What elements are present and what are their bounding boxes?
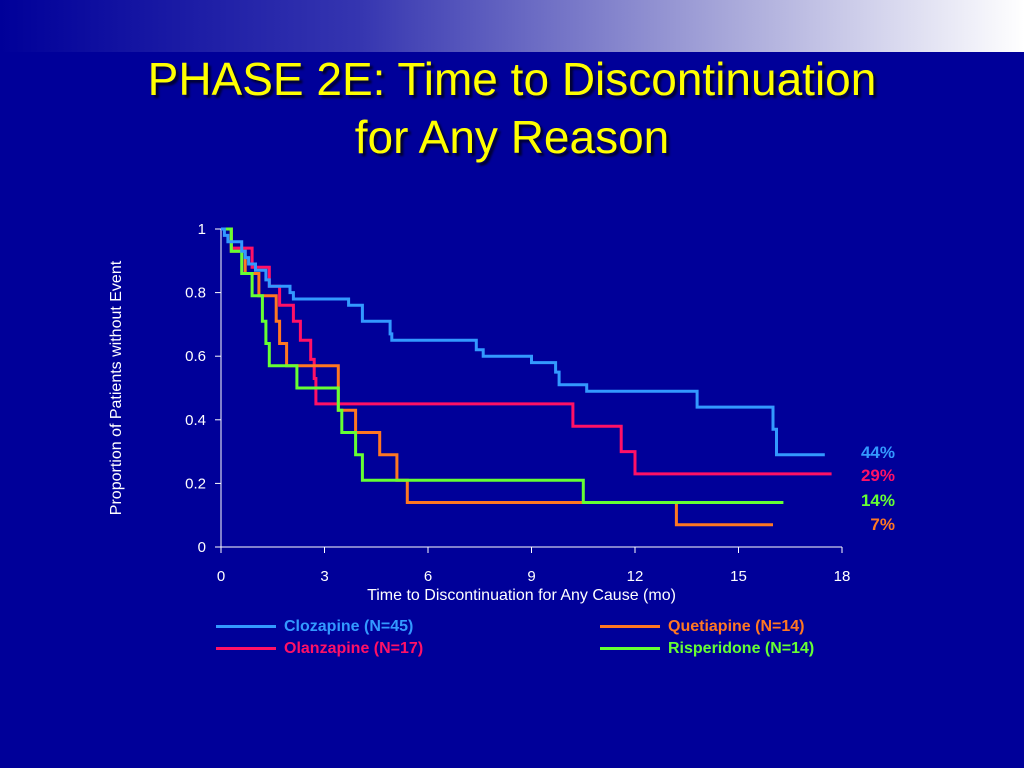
legend-label-olanzapine: Olanzapine (N=17) bbox=[284, 640, 424, 657]
legend-label-risperidone: Risperidone (N=14) bbox=[668, 640, 815, 657]
x-tick-label: 0 bbox=[217, 568, 225, 585]
x-tick-label: 3 bbox=[320, 568, 328, 585]
legend-line-quetiapine bbox=[600, 625, 660, 628]
legend-label-clozapine: Clozapine (N=45) bbox=[284, 618, 414, 635]
top-gradient-bar bbox=[0, 0, 1024, 52]
x-tick-label: 6 bbox=[424, 568, 432, 585]
end-label-clozapine: 44% bbox=[861, 443, 895, 462]
end-label-quetiapine: 7% bbox=[870, 515, 895, 534]
x-axis-label: Time to Discontinuation for Any Cause (m… bbox=[367, 587, 676, 604]
y-axis-label: Proportion of Patients without Event bbox=[108, 260, 125, 515]
legend-line-olanzapine bbox=[216, 647, 276, 650]
end-label-olanzapine: 29% bbox=[861, 466, 895, 485]
x-tick-label: 15 bbox=[730, 568, 747, 585]
x-tick-label: 18 bbox=[834, 568, 851, 585]
series-line-clozapine bbox=[221, 227, 825, 457]
y-tick-label: 1 bbox=[198, 221, 206, 238]
legend-line-clozapine bbox=[216, 625, 276, 628]
y-tick-label: 0 bbox=[198, 539, 206, 556]
x-tick-label: 9 bbox=[527, 568, 535, 585]
series-line-risperidone bbox=[221, 227, 784, 504]
slide-title-line-2: for Any Reason bbox=[354, 111, 670, 163]
legend-label-quetiapine: Quetiapine (N=14) bbox=[668, 618, 805, 635]
series-line-olanzapine bbox=[221, 227, 832, 476]
x-tick-label: 12 bbox=[627, 568, 644, 585]
slide-title: PHASE 2E: Time to Discontinuation for An… bbox=[0, 50, 1024, 166]
legend-line-risperidone bbox=[600, 647, 660, 650]
y-tick-label: 0.4 bbox=[185, 412, 206, 429]
end-label-risperidone: 14% bbox=[861, 491, 895, 510]
y-tick-label: 0.6 bbox=[185, 348, 206, 365]
y-tick-label: 0.8 bbox=[185, 285, 206, 302]
y-tick-label: 0.2 bbox=[185, 475, 206, 492]
slide-title-line-1: PHASE 2E: Time to Discontinuation bbox=[147, 53, 877, 105]
